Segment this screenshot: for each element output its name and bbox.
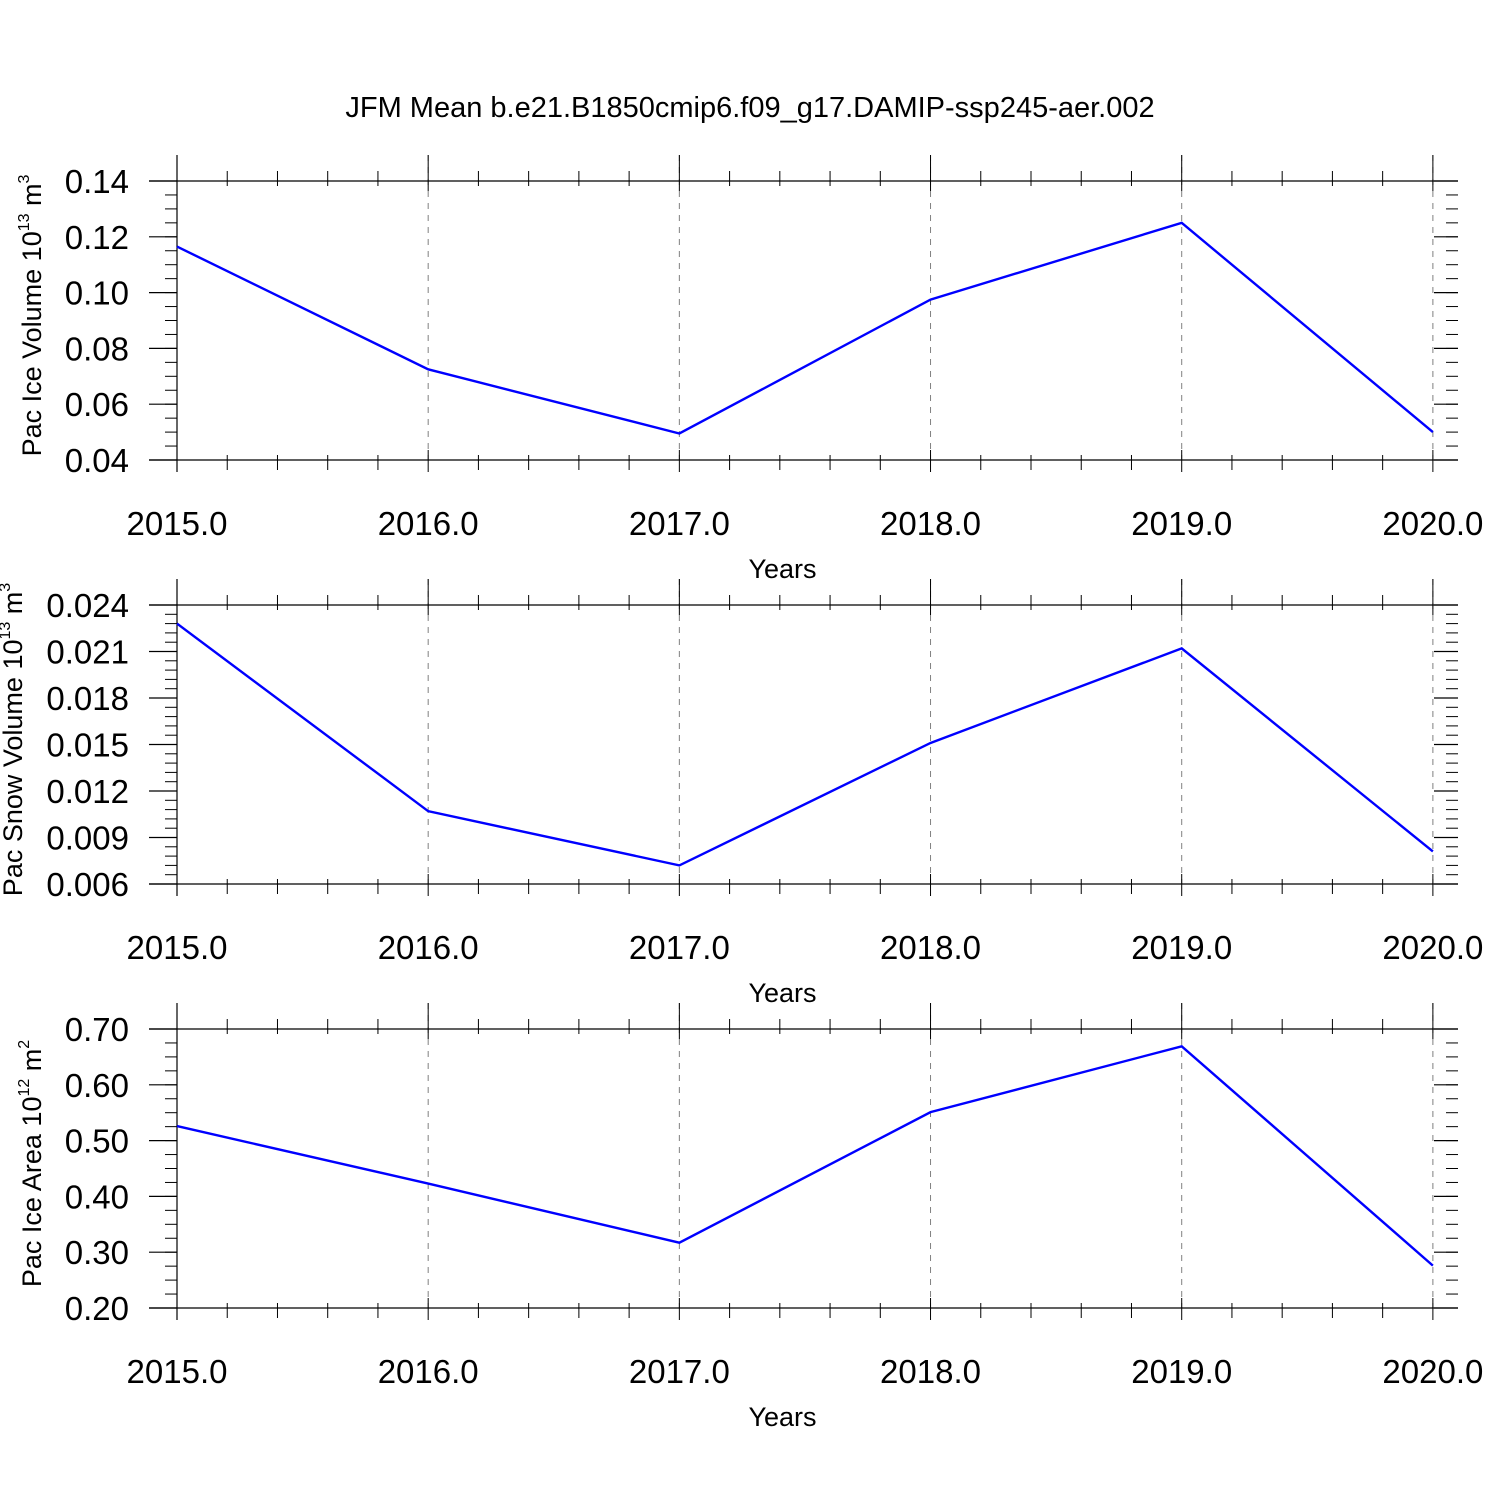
y-tick-label: 0.20 xyxy=(65,1290,129,1327)
y-tick-label: 0.50 xyxy=(65,1123,129,1160)
x-axis-label: Years xyxy=(748,978,816,1008)
x-tick-label: 2016.0 xyxy=(378,505,479,542)
x-tick-label: 2016.0 xyxy=(378,929,479,966)
x-tick-label: 2020.0 xyxy=(1382,505,1483,542)
x-tick-label: 2018.0 xyxy=(880,929,981,966)
x-tick-label: 2019.0 xyxy=(1131,929,1232,966)
y-tick-label: 0.08 xyxy=(65,330,129,367)
x-tick-label: 2019.0 xyxy=(1131,1353,1232,1390)
x-tick-label: 2019.0 xyxy=(1131,505,1232,542)
x-tick-label: 2015.0 xyxy=(127,1353,228,1390)
x-tick-label: 2018.0 xyxy=(880,505,981,542)
y-axis-label: Pac Snow Volume 1013 m3 xyxy=(0,583,28,896)
y-tick-label: 0.30 xyxy=(65,1234,129,1271)
chart-panel-2: 2015.0 2016.0 2017.0 2018.0 2019.0 2020.0 0.00… xyxy=(0,579,1483,1008)
y-tick-label: 0.06 xyxy=(65,386,129,423)
y-tick-label: 0.015 xyxy=(46,727,129,764)
y-tick-label: 0.10 xyxy=(65,275,129,312)
y-tick-label: 0.14 xyxy=(65,163,129,200)
x-tick-label: 2015.0 xyxy=(127,929,228,966)
x-tick-label: 2015.0 xyxy=(127,505,228,542)
y-axis-label: Pac Ice Area 1012 m2 xyxy=(16,1040,47,1287)
series-line xyxy=(176,622,1434,867)
y-tick-label: 0.012 xyxy=(46,773,129,810)
y-axis-label: Pac Ice Volume 1013 m3 xyxy=(16,174,47,456)
y-tick-label: 0.12 xyxy=(65,219,129,256)
x-tick-label: 2016.0 xyxy=(378,1353,479,1390)
chart-panel-3: 2015.0 2016.0 2017.0 2018.0 2019.0 2020.0 0.20… xyxy=(16,1003,1483,1432)
x-tick-label: 2017.0 xyxy=(629,1353,730,1390)
y-tick-label: 0.40 xyxy=(65,1178,129,1215)
y-tick-label: 0.024 xyxy=(46,587,129,624)
figure-title: JFM Mean b.e21.B1850cmip6.f09_g17.DAMIP-… xyxy=(345,92,1154,124)
y-tick-label: 0.04 xyxy=(65,442,129,479)
x-tick-label: 2017.0 xyxy=(629,505,730,542)
x-axis-label: Years xyxy=(748,1402,816,1432)
x-tick-label: 2017.0 xyxy=(629,929,730,966)
x-tick-label: 2020.0 xyxy=(1382,1353,1483,1390)
y-tick-label: 0.60 xyxy=(65,1067,129,1104)
series-line xyxy=(176,221,1434,435)
series-line xyxy=(176,1044,1434,1267)
x-axis-label: Years xyxy=(748,554,816,584)
y-tick-label: 0.70 xyxy=(65,1011,129,1048)
y-tick-label: 0.021 xyxy=(46,634,129,671)
x-tick-label: 2020.0 xyxy=(1382,929,1483,966)
x-tick-label: 2018.0 xyxy=(880,1353,981,1390)
y-tick-label: 0.018 xyxy=(46,680,129,717)
y-tick-label: 0.009 xyxy=(46,820,129,857)
chart-panel-1: 2015.0 2016.0 2017.0 2018.0 2019.0 2020.0 0.04… xyxy=(16,155,1483,584)
y-tick-label: 0.006 xyxy=(46,866,129,903)
